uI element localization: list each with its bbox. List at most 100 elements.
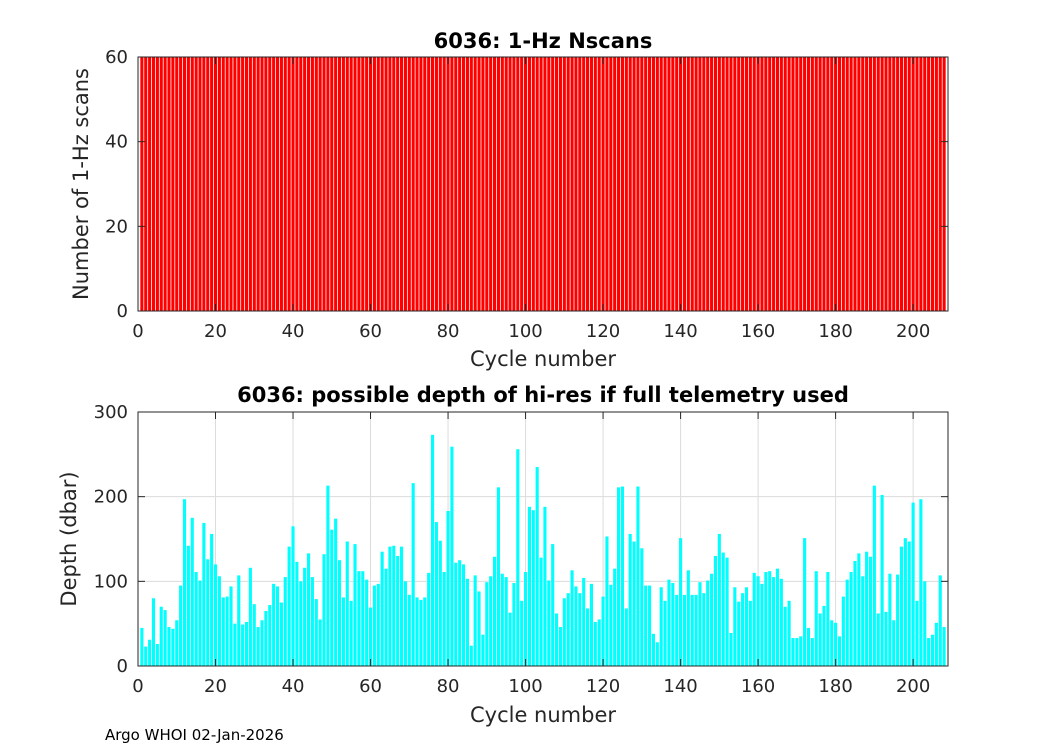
nscans-bar-154 bbox=[733, 57, 737, 311]
nscans-bar-99 bbox=[520, 57, 524, 311]
nscans-bar-102 bbox=[531, 57, 535, 311]
nscans-bar-36 bbox=[275, 57, 280, 311]
depth-bar-107 bbox=[551, 544, 555, 666]
nscans-bar-29 bbox=[248, 57, 252, 311]
depth-xtick-label-160: 160 bbox=[741, 676, 775, 697]
depth-bar-54 bbox=[345, 541, 349, 666]
nscans-xlabel: Cycle number bbox=[470, 347, 616, 371]
depth-bar-73 bbox=[419, 599, 423, 666]
nscans-bar-166 bbox=[779, 57, 783, 311]
nscans-bar-127 bbox=[628, 57, 632, 311]
nscans-bar-118 bbox=[593, 57, 597, 311]
nscans-bars bbox=[140, 57, 946, 311]
nscans-bar-185 bbox=[853, 57, 857, 311]
depth-bar-114 bbox=[578, 593, 582, 666]
nscans-bar-89 bbox=[481, 57, 485, 311]
nscans-bar-152 bbox=[725, 57, 729, 311]
nscans-bar-172 bbox=[803, 57, 807, 311]
nscans-bar-171 bbox=[799, 57, 803, 311]
depth-bar-52 bbox=[337, 560, 342, 666]
nscans-bar-87 bbox=[473, 57, 477, 311]
depth-bar-49 bbox=[326, 485, 330, 666]
nscans-bar-4 bbox=[151, 57, 156, 311]
nscans-bar-187 bbox=[861, 57, 865, 311]
nscans-bar-158 bbox=[748, 57, 752, 311]
nscans-bar-10 bbox=[175, 57, 179, 311]
depth-bar-5 bbox=[155, 643, 159, 666]
nscans-xtick-label-100: 100 bbox=[508, 321, 542, 342]
nscans-bar-2 bbox=[144, 57, 148, 311]
depth-bar-129 bbox=[636, 486, 640, 666]
depth-bar-2 bbox=[144, 646, 148, 666]
depth-bar-48 bbox=[322, 554, 326, 666]
depth-bar-145 bbox=[698, 582, 702, 666]
nscans-bar-21 bbox=[217, 57, 221, 311]
nscans-bar-92 bbox=[493, 57, 497, 311]
depth-bar-172 bbox=[803, 538, 807, 666]
depth-bar-193 bbox=[884, 611, 888, 666]
nscans-bar-201 bbox=[915, 57, 919, 311]
nscans-bar-83 bbox=[458, 57, 462, 311]
nscans-ytick-label-40: 40 bbox=[105, 132, 128, 153]
nscans-bar-192 bbox=[880, 57, 884, 311]
depth-ytick-label-100: 100 bbox=[94, 571, 128, 592]
nscans-bar-61 bbox=[372, 57, 376, 311]
depth-bar-70 bbox=[407, 594, 411, 666]
nscans-bar-126 bbox=[624, 57, 628, 311]
depth-bar-61 bbox=[372, 585, 376, 666]
depth-bar-102 bbox=[531, 510, 535, 666]
depth-bar-59 bbox=[365, 579, 369, 666]
nscans-bar-60 bbox=[368, 57, 373, 311]
nscans-bar-169 bbox=[791, 57, 795, 311]
depth-bar-108 bbox=[555, 613, 559, 666]
depth-bars bbox=[140, 434, 946, 666]
depth-bar-94 bbox=[500, 573, 504, 666]
nscans-bar-204 bbox=[927, 57, 931, 311]
nscans-bar-179 bbox=[830, 57, 834, 311]
nscans-bar-109 bbox=[558, 57, 562, 311]
depth-bar-86 bbox=[469, 645, 473, 666]
nscans-bar-80 bbox=[446, 57, 450, 311]
depth-xtick-label-140: 140 bbox=[663, 676, 697, 697]
nscans-bar-128 bbox=[632, 57, 636, 311]
nscans-bar-40 bbox=[291, 57, 295, 311]
nscans-bar-17 bbox=[202, 57, 206, 311]
depth-bar-122 bbox=[609, 584, 613, 666]
depth-bar-196 bbox=[896, 574, 900, 666]
nscans-bar-37 bbox=[279, 57, 283, 311]
nscans-bar-120 bbox=[601, 57, 605, 311]
depth-xlabel: Cycle number bbox=[470, 703, 616, 727]
nscans-bar-200 bbox=[911, 57, 915, 311]
depth-bar-1 bbox=[140, 627, 144, 666]
nscans-bar-5 bbox=[155, 57, 159, 311]
depth-bar-55 bbox=[349, 600, 353, 666]
depth-bar-87 bbox=[473, 575, 477, 666]
depth-bar-167 bbox=[783, 606, 787, 666]
depth-xtick-label-100: 100 bbox=[508, 676, 542, 697]
nscans-bar-51 bbox=[334, 57, 338, 311]
nscans-bar-138 bbox=[671, 57, 675, 311]
depth-bar-53 bbox=[341, 597, 345, 666]
nscans-bar-149 bbox=[713, 57, 718, 311]
nscans-bar-56 bbox=[353, 57, 357, 311]
nscans-bar-48 bbox=[322, 57, 326, 311]
nscans-bar-3 bbox=[148, 57, 152, 311]
depth-bar-183 bbox=[845, 579, 849, 666]
depth-bar-44 bbox=[306, 553, 311, 666]
depth-bar-36 bbox=[275, 586, 280, 666]
depth-bar-194 bbox=[888, 573, 892, 666]
nscans-bar-31 bbox=[256, 57, 260, 311]
nscans-bar-186 bbox=[857, 57, 861, 311]
nscans-bar-195 bbox=[892, 57, 896, 311]
nscans-bar-96 bbox=[508, 57, 512, 311]
nscans-bar-122 bbox=[609, 57, 613, 311]
nscans-bar-145 bbox=[698, 57, 702, 311]
nscans-bar-199 bbox=[907, 57, 911, 311]
nscans-bar-163 bbox=[768, 57, 772, 311]
depth-axes-box bbox=[137, 411, 949, 667]
nscans-bar-52 bbox=[337, 57, 342, 311]
nscans-bar-50 bbox=[330, 57, 334, 311]
nscans-bar-65 bbox=[388, 57, 392, 311]
nscans-bar-91 bbox=[489, 57, 493, 311]
